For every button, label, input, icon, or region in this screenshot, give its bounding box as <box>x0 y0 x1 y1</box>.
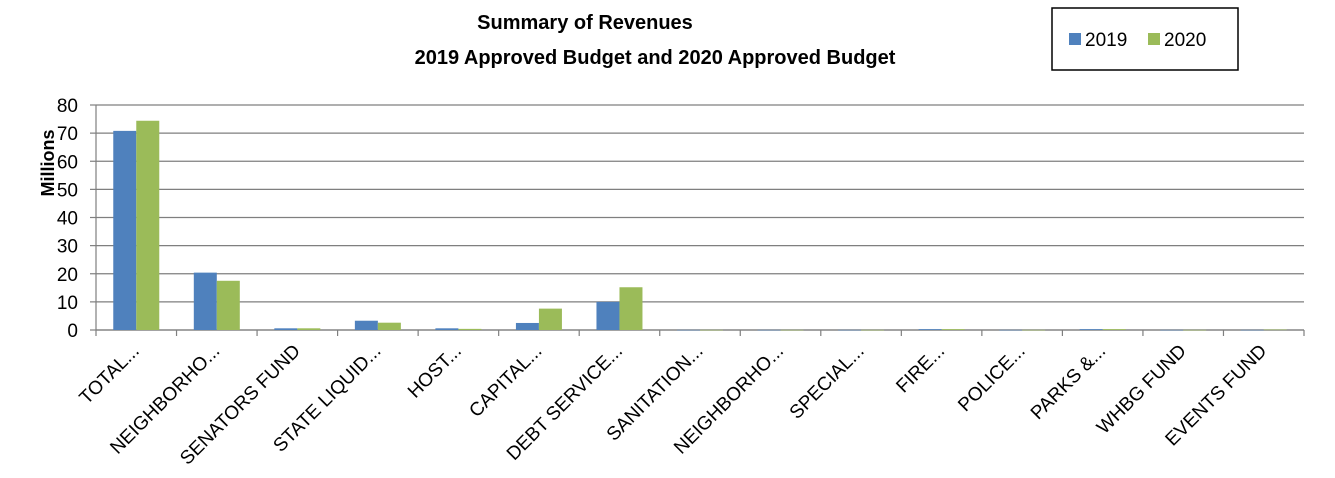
y-tick-label: 70 <box>57 124 78 145</box>
bar-2020 <box>458 328 482 330</box>
bar-2020 <box>1102 329 1126 330</box>
bar-2020 <box>619 287 643 330</box>
y-tick-label: 80 <box>57 96 78 117</box>
chart-subtitle: 2019 Approved Budget and 2020 Approved B… <box>415 47 896 69</box>
x-axis-ticks: TOTAL...NEIGHBORHO...SENATORS FUNDSTATE … <box>76 341 1272 470</box>
bar-2019 <box>596 301 620 330</box>
bar-2020 <box>1183 329 1207 331</box>
bar-2020 <box>780 329 804 331</box>
legend-label-2019: 2019 <box>1085 30 1127 51</box>
bar-2020 <box>538 308 562 330</box>
bar-2019 <box>999 329 1023 331</box>
x-tick-label: POLICE... <box>954 341 1029 416</box>
bar-2020 <box>297 328 321 330</box>
chart-title: Summary of Revenues <box>477 12 693 34</box>
x-tick-label: FIRE... <box>892 341 949 398</box>
y-tick-label: 20 <box>57 265 78 286</box>
bar-2020 <box>216 280 240 330</box>
y-tick-label: 0 <box>67 321 78 342</box>
x-tick-label: CAPITAL... <box>465 341 546 422</box>
y-tick-label: 60 <box>57 152 78 173</box>
y-tick-label: 40 <box>57 209 78 230</box>
bar-2019 <box>113 130 137 330</box>
bar-2020 <box>941 329 965 330</box>
legend-swatch-2020 <box>1148 33 1160 45</box>
y-tick-label: 30 <box>57 237 78 258</box>
bar-2019 <box>515 322 539 330</box>
y-axis-label: Millions <box>38 130 58 197</box>
bar-2020 <box>377 322 401 330</box>
bar-2020 <box>1263 329 1287 331</box>
bar-2019 <box>193 272 217 330</box>
y-axis-ticks: 0 10 20 30 40 50 60 70 80 <box>57 96 78 342</box>
bars <box>113 120 1287 331</box>
bar-2020 <box>861 329 885 331</box>
x-tick-label: PARKS &... <box>1027 341 1110 424</box>
legend-swatch-2019 <box>1069 33 1081 45</box>
gridlines <box>90 104 1305 336</box>
bar-2019 <box>677 329 700 331</box>
bar-2019 <box>918 329 942 330</box>
legend-label-2020: 2020 <box>1164 30 1206 51</box>
x-tick-label: SPECIAL... <box>786 341 869 424</box>
x-tick-label: HOST... <box>404 341 466 403</box>
x-tick-label: TOTAL... <box>76 341 144 409</box>
bar-2020 <box>700 329 723 331</box>
y-tick-label: 10 <box>57 293 78 314</box>
bar-2019 <box>757 329 781 331</box>
y-tick-label: 50 <box>57 180 78 201</box>
bar-2019 <box>1079 329 1103 330</box>
bar-2019 <box>1240 329 1264 331</box>
bar-2020 <box>136 120 160 330</box>
bar-2019 <box>435 328 459 330</box>
bar-2019 <box>354 320 378 330</box>
bar-2020 <box>1022 329 1046 331</box>
bar-2019 <box>1160 329 1184 331</box>
bar-2019 <box>274 328 298 330</box>
legend: 2019 2020 <box>1051 7 1239 71</box>
bar-2019 <box>838 329 862 331</box>
legend-border <box>1051 7 1239 71</box>
